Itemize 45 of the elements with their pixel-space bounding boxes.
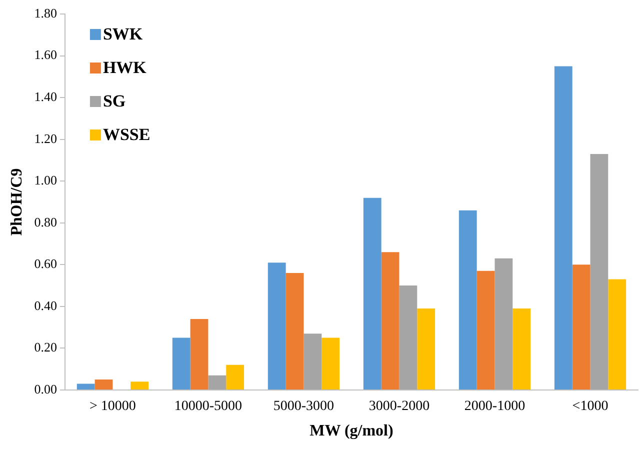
y-tick-label: 1.00 bbox=[34, 172, 57, 188]
bar bbox=[94, 380, 113, 390]
y-tick-label: 1.20 bbox=[34, 130, 57, 146]
bar bbox=[226, 364, 244, 390]
x-tick-label: 3000-2000 bbox=[368, 399, 430, 414]
bar bbox=[268, 262, 286, 390]
bar bbox=[363, 198, 382, 390]
y-axis-title: PhOH/C9 bbox=[8, 168, 26, 236]
bar bbox=[608, 279, 626, 390]
bar bbox=[190, 318, 208, 390]
y-tick-label: 0.00 bbox=[34, 381, 57, 396]
y-tick-label: 0.20 bbox=[34, 340, 57, 355]
x-tick-label: > 10000 bbox=[90, 399, 136, 414]
y-tick-label: 1.40 bbox=[34, 88, 57, 104]
bar bbox=[476, 270, 495, 390]
y-tick-label: 0.40 bbox=[34, 298, 57, 313]
legend-label: WSSE bbox=[102, 124, 150, 144]
bar bbox=[381, 252, 400, 390]
bar bbox=[76, 384, 95, 390]
bar bbox=[208, 375, 226, 390]
bar bbox=[130, 382, 149, 390]
y-tick-label: 0.60 bbox=[34, 256, 57, 272]
bar bbox=[458, 210, 477, 390]
x-tick-label: 10000-5000 bbox=[174, 399, 242, 414]
legend-label: HWK bbox=[102, 58, 148, 77]
bar bbox=[494, 258, 513, 390]
bar bbox=[286, 273, 304, 390]
bar bbox=[322, 338, 340, 390]
y-tick-label: 0.80 bbox=[34, 214, 57, 230]
bar bbox=[172, 338, 190, 390]
bar bbox=[417, 308, 436, 390]
x-tick-label: 2000-1000 bbox=[464, 399, 526, 414]
legend-label: SWK bbox=[102, 24, 144, 44]
y-tick-label: 1.60 bbox=[34, 47, 57, 62]
y-tick-label: 1.80 bbox=[34, 5, 57, 20]
bar bbox=[554, 66, 572, 390]
bar bbox=[399, 286, 418, 390]
x-axis-title: MW (g/mol) bbox=[310, 422, 394, 440]
x-tick-label: 5000-3000 bbox=[273, 399, 334, 414]
bar bbox=[572, 264, 590, 390]
legend-label: SG bbox=[102, 91, 126, 110]
bar bbox=[590, 154, 608, 390]
x-tick-label: <1000 bbox=[572, 399, 608, 414]
bar bbox=[304, 334, 322, 390]
bar bbox=[512, 308, 531, 390]
